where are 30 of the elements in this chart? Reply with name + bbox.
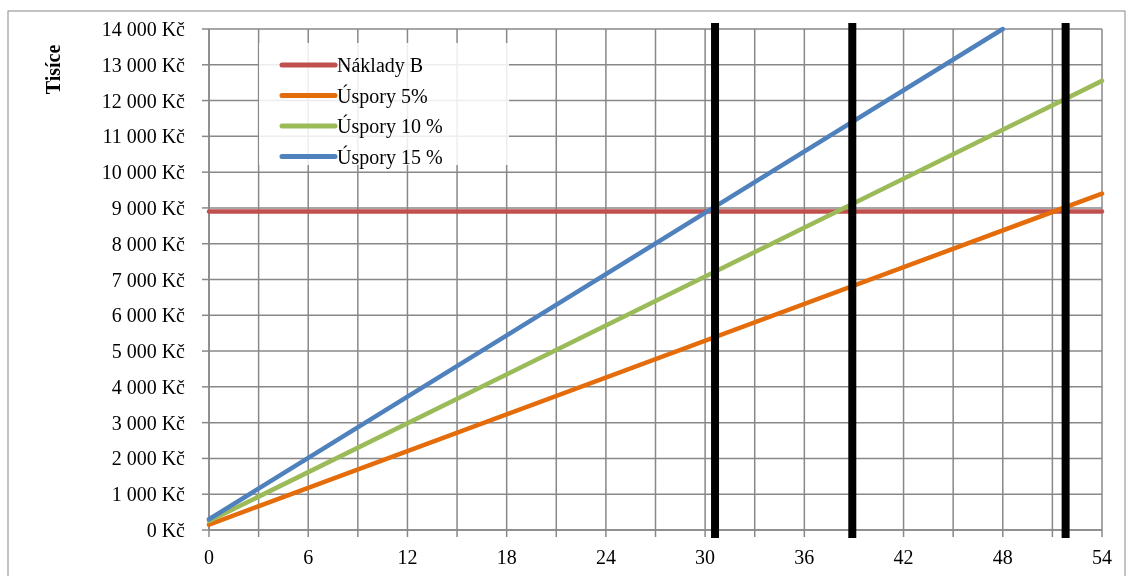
x-tick-label: 48 xyxy=(992,546,1013,568)
y-tick-label: 8 000 Kč xyxy=(111,232,186,255)
legend-label: Náklady B xyxy=(337,54,424,77)
y-tick-label: 1 000 Kč xyxy=(111,483,186,506)
y-tick-label: 6 000 Kč xyxy=(111,304,186,327)
y-tick-label: 9 000 Kč xyxy=(111,196,186,219)
y-tick-label: 13 000 Kč xyxy=(101,53,186,76)
y-axis-title: Tisíce xyxy=(42,44,64,95)
x-tick-label: 36 xyxy=(794,546,815,568)
legend-label: Úspory 15 % xyxy=(337,144,443,169)
x-tick-label: 54 xyxy=(1092,546,1112,568)
y-tick-label: 4 000 Kč xyxy=(111,375,186,398)
x-tick-label: 42 xyxy=(893,546,914,568)
y-tick-label: 7 000 Kč xyxy=(111,268,186,291)
y-tick-label: 10 000 Kč xyxy=(101,161,186,184)
y-tick-label: 0 Kč xyxy=(146,519,186,541)
y-tick-label: 14 000 Kč xyxy=(101,18,186,40)
x-tick-label: 18 xyxy=(496,546,517,568)
y-tick-label: 12 000 Kč xyxy=(101,89,186,112)
x-tick-label: 12 xyxy=(397,546,418,568)
x-tick-label: 24 xyxy=(595,546,616,568)
y-tick-label: 3 000 Kč xyxy=(111,411,186,434)
x-tick-label: 0 xyxy=(204,546,214,568)
legend-label: Úspory 10 % xyxy=(337,114,443,138)
legend-label: Úspory 5% xyxy=(337,83,428,108)
x-tick-label: 6 xyxy=(303,546,314,568)
y-tick-label: 5 000 Kč xyxy=(111,340,186,363)
x-tick-label: 30 xyxy=(695,546,716,568)
y-tick-label: 11 000 Kč xyxy=(102,125,186,148)
y-tick-label: 2 000 Kč xyxy=(111,447,186,470)
